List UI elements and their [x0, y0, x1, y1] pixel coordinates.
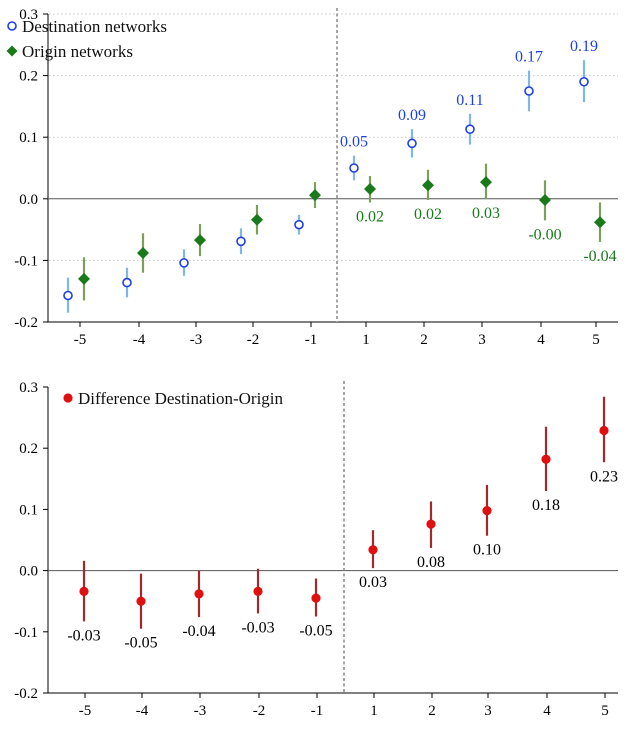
data-label: 0.02 — [414, 206, 442, 223]
data-point — [594, 216, 606, 229]
data-point — [79, 586, 89, 597]
x-tick-label: 4 — [537, 332, 545, 348]
data-label: 0.02 — [356, 208, 384, 225]
y-tick-label: 0.2 — [19, 69, 38, 85]
data-point — [422, 179, 434, 192]
x-tick-label: 1 — [370, 703, 378, 719]
data-point — [236, 236, 246, 247]
x-tick-label: -1 — [305, 332, 318, 348]
x-tick-label: -5 — [79, 703, 92, 719]
data-label: -0.04 — [583, 248, 616, 265]
data-point — [294, 219, 304, 230]
data-point — [122, 277, 132, 288]
x-tick-label: -2 — [247, 332, 260, 348]
y-tick-label: 0.2 — [19, 441, 38, 457]
data-point — [482, 506, 492, 516]
x-tick-label: 5 — [592, 332, 600, 348]
data-label: -0.00 — [528, 226, 561, 243]
x-tick-label: -4 — [133, 332, 146, 348]
y-tick-label: 0.0 — [19, 564, 38, 580]
data-label: 0.11 — [456, 92, 483, 109]
data-label: -0.04 — [182, 623, 215, 640]
x-tick-label: 1 — [362, 332, 370, 348]
y-tick-label: 0.3 — [19, 380, 38, 396]
data-point — [364, 182, 376, 195]
top-panel: 0.3 0.2 0.1 0.0 -0.1 -0.2 -5 -4 -3 -2 -1 1 2 3 4 5 0.05 0… — [6, 7, 618, 348]
data-point — [541, 454, 551, 464]
data-point — [524, 86, 534, 96]
data-point — [194, 234, 206, 247]
data-point — [579, 76, 589, 87]
data-point — [368, 545, 378, 555]
data-label: 0.17 — [515, 49, 543, 66]
x-tick-label: 3 — [484, 703, 492, 719]
data-label: 0.05 — [340, 134, 368, 151]
x-tick-label: 2 — [428, 703, 436, 719]
data-point — [465, 124, 475, 134]
y-tick-label: -0.2 — [14, 315, 38, 331]
x-tick-label: -5 — [74, 332, 87, 348]
x-tick-label: 4 — [543, 703, 551, 719]
x-tick-label: -2 — [253, 703, 266, 719]
data-point — [309, 189, 321, 202]
data-label: -0.05 — [124, 635, 157, 652]
data-point — [253, 586, 263, 597]
x-tick-label: 5 — [601, 703, 609, 719]
data-label: 0.08 — [417, 554, 445, 571]
x-tick-label: -3 — [190, 332, 203, 348]
data-label: 0.10 — [473, 542, 501, 559]
y-tick-label: -0.1 — [14, 253, 38, 269]
y-tick-label: 0.1 — [19, 130, 38, 146]
x-tick-label: 2 — [420, 332, 428, 348]
legend-label: Difference Destination-Origin — [78, 389, 284, 408]
data-point — [426, 519, 436, 529]
data-point — [251, 213, 263, 226]
data-point — [78, 272, 90, 285]
data-point — [599, 425, 609, 436]
x-tick-label: -1 — [311, 703, 324, 719]
data-label: 0.03 — [359, 574, 387, 591]
data-label: 0.18 — [532, 497, 560, 514]
y-tick-label: 0.1 — [19, 502, 38, 518]
data-label: -0.05 — [299, 623, 332, 640]
data-label: -0.03 — [241, 619, 274, 636]
x-tick-label: 3 — [478, 332, 486, 348]
data-point — [179, 258, 189, 268]
x-tick-label: -4 — [136, 703, 149, 719]
data-point — [407, 138, 417, 149]
legend-label: Origin networks — [22, 42, 133, 61]
data-point — [194, 589, 204, 599]
y-tick-label: 0.3 — [19, 7, 38, 23]
data-point — [480, 176, 492, 189]
data-point — [539, 194, 551, 207]
data-point — [137, 247, 149, 260]
data-label: 0.09 — [398, 107, 426, 124]
data-label: 0.23 — [590, 468, 618, 485]
data-label: 0.19 — [570, 38, 598, 55]
y-tick-label: -0.2 — [14, 686, 38, 702]
data-point — [349, 163, 359, 173]
legend-marker — [7, 21, 17, 31]
data-label: -0.03 — [67, 627, 100, 644]
y-tick-label: -0.1 — [14, 625, 38, 641]
data-point — [63, 290, 73, 301]
legend-marker — [6, 45, 18, 57]
bottom-panel: 0.3 0.2 0.1 0.0 -0.1 -0.2 -5 -4 -3 -2 -1 1 2 3 4 5 -0.03… — [14, 380, 618, 719]
data-label: 0.03 — [472, 205, 500, 222]
data-point — [311, 593, 321, 603]
legend-marker — [63, 393, 73, 403]
legend-label: Destination networks — [22, 17, 167, 36]
x-tick-label: -3 — [194, 703, 207, 719]
y-tick-label: 0.0 — [19, 192, 38, 208]
data-point — [136, 596, 146, 606]
